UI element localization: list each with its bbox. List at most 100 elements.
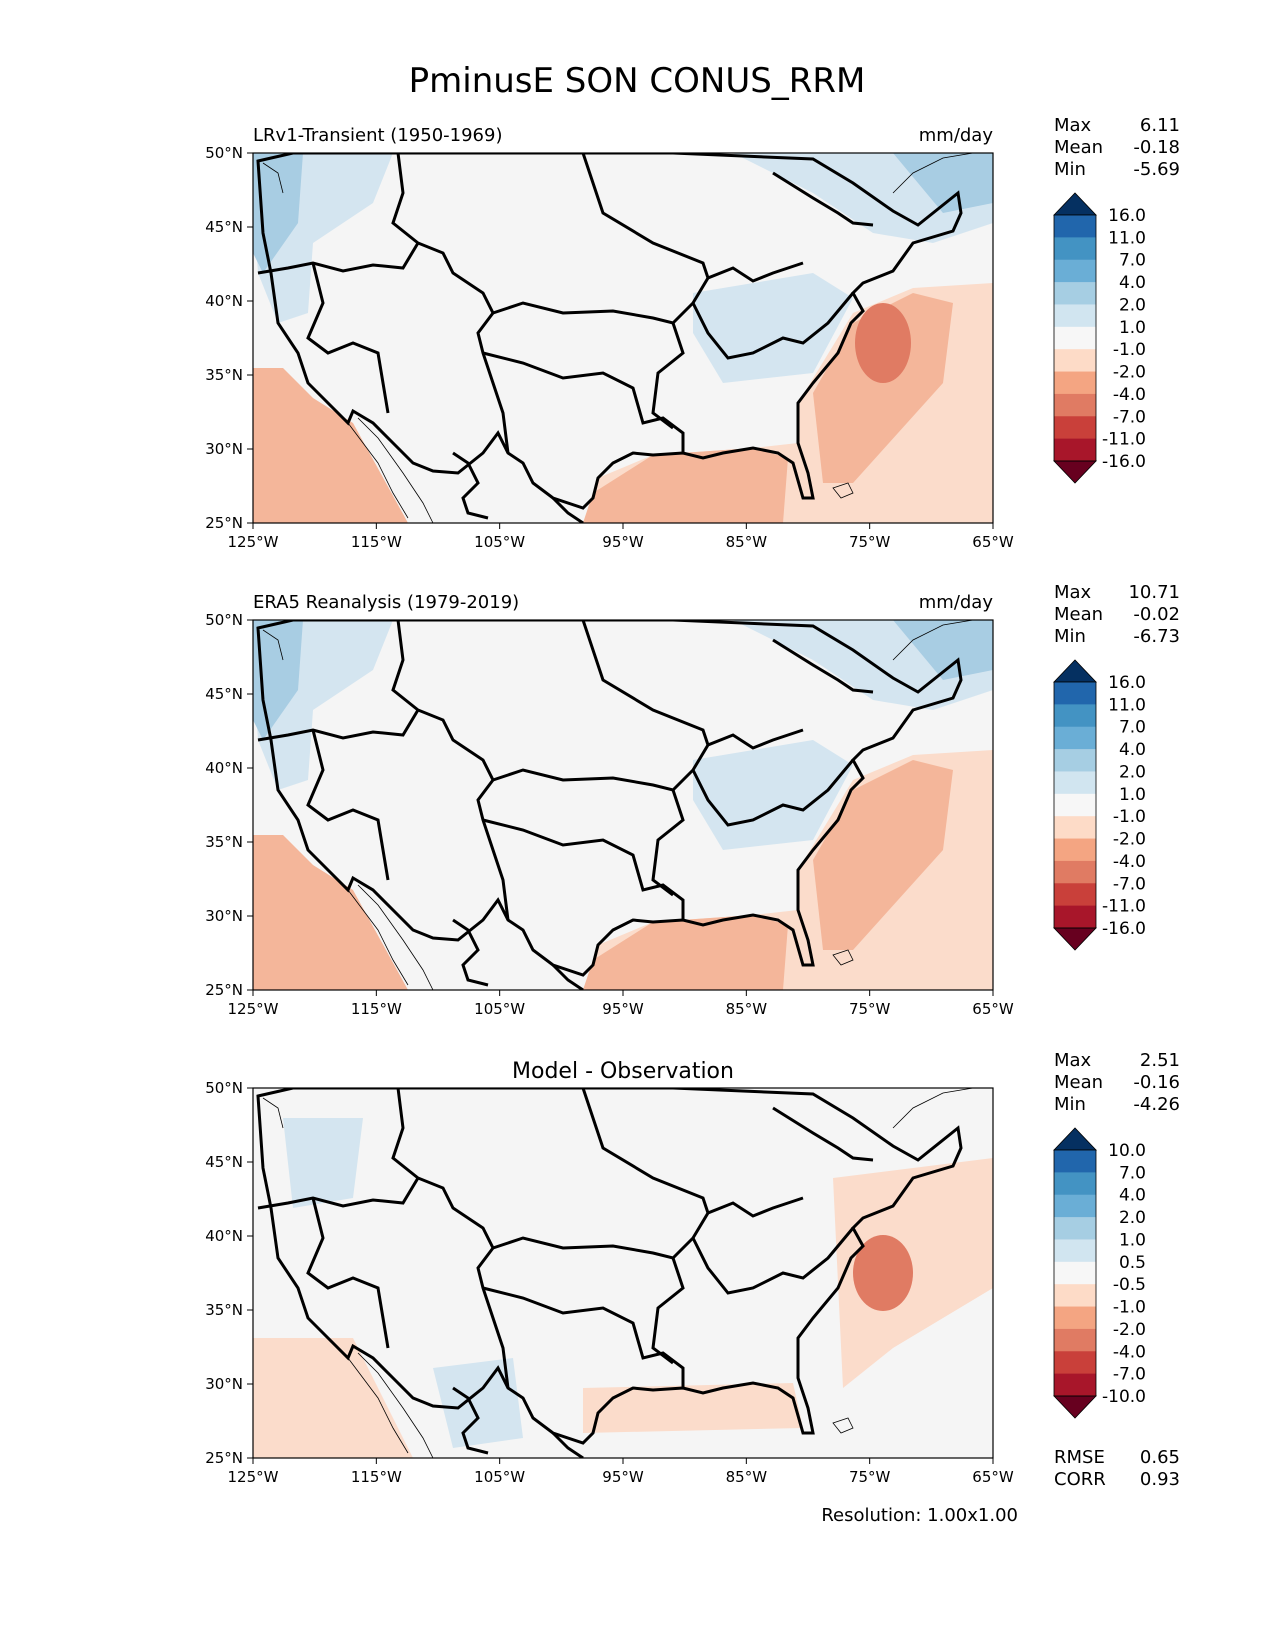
colorbar-label: 1.0 — [1119, 1230, 1146, 1250]
lon-label: 125°W — [228, 1468, 279, 1486]
lon-label: 85°W — [726, 533, 768, 551]
stat-label: Min — [1054, 159, 1086, 180]
colorbar-label: 2.0 — [1119, 1208, 1146, 1228]
colorbar-label: 7.0 — [1119, 718, 1146, 738]
colorbar: 16.011.0 7.04.02.0 1.0-1.0 -2.0-4.0-7.0 -11.… — [1053, 192, 1146, 484]
lon-label: 75°W — [849, 1468, 891, 1486]
colorbar-segment — [1054, 215, 1096, 238]
colorbar-label: 4.0 — [1119, 273, 1146, 293]
lat-label: 25°N — [205, 981, 243, 999]
lon-label: 85°W — [726, 1000, 768, 1018]
colorbar-label: 4.0 — [1119, 1186, 1146, 1206]
colorbar-segment — [1054, 771, 1096, 795]
lon-label: 95°W — [602, 1000, 644, 1018]
lon-label: 115°W — [351, 1468, 402, 1486]
stat-value: -0.18 — [1133, 137, 1180, 158]
colorbar-label: -16.0 — [1102, 919, 1146, 939]
colorbar-segment — [1054, 860, 1096, 884]
stat-label: Mean — [1054, 137, 1103, 158]
lat-label: 50°N — [205, 144, 243, 162]
colorbar-segment — [1054, 704, 1096, 728]
colorbar-label: -2.0 — [1113, 363, 1146, 383]
colorbar-segment — [1054, 1261, 1096, 1285]
resolution-label: Resolution: 1.00x1.00 — [821, 1505, 1018, 1526]
colorbar-label: -1.0 — [1113, 340, 1146, 360]
colorbar-top-arrow — [1053, 659, 1097, 683]
lat-label: 35°N — [205, 833, 243, 851]
panel-title: LRv1-Transient (1950-1969) — [253, 125, 502, 146]
colorbar-label: -16.0 — [1102, 452, 1146, 472]
lat-label: 40°N — [205, 1227, 243, 1245]
colorbar-segment — [1054, 726, 1096, 750]
lon-label: 125°W — [228, 533, 279, 551]
lon-label: 85°W — [726, 1468, 768, 1486]
colorbar-label: 11.0 — [1108, 228, 1146, 248]
lon-label: 65°W — [972, 533, 1014, 551]
colorbar-segment — [1054, 793, 1096, 817]
stat-label: Mean — [1054, 604, 1103, 625]
lat-label: 45°N — [205, 218, 243, 236]
mexico-anomaly — [433, 1358, 523, 1448]
extra-stat-value: 0.65 — [1140, 1447, 1180, 1468]
colorbar-segment — [1054, 237, 1096, 261]
panel-units: mm/day — [919, 125, 994, 146]
colorbar-label: 16.0 — [1108, 673, 1146, 693]
colorbar-top-arrow — [1053, 192, 1097, 216]
colorbar-segment — [1054, 349, 1096, 373]
lat-label: 50°N — [205, 1079, 243, 1097]
colorbar-top-arrow — [1053, 1127, 1097, 1151]
colorbar-label: 1.0 — [1119, 318, 1146, 338]
colorbar-segment — [1054, 438, 1096, 462]
colorbar-segment — [1054, 905, 1096, 929]
lon-label: 65°W — [972, 1000, 1014, 1018]
colorbar-label: -4.0 — [1113, 852, 1146, 872]
pacific-ocean — [253, 835, 408, 990]
lat-label: 30°N — [205, 440, 243, 458]
colorbar-label: 16.0 — [1108, 206, 1146, 226]
colorbar-frame — [1053, 1149, 1097, 1397]
lat-label: 35°N — [205, 366, 243, 384]
colorbar-label: 2.0 — [1119, 295, 1146, 315]
colorbar-segment — [1054, 749, 1096, 772]
colorbar-segment — [1054, 1217, 1096, 1240]
colorbar-bottom-arrow — [1053, 927, 1097, 951]
lon-label: 125°W — [228, 1000, 279, 1018]
map-field — [253, 1088, 993, 1458]
gulf-stream — [813, 293, 953, 483]
colorbar-label: -4.0 — [1113, 385, 1146, 405]
colorbar-segment — [1054, 259, 1096, 283]
colorbar-label: 10.0 — [1108, 1141, 1146, 1161]
colorbar-segment — [1054, 371, 1096, 395]
lon-label: 115°W — [351, 1000, 402, 1018]
colorbar-segment — [1054, 1150, 1096, 1173]
atlantic-core — [853, 1235, 913, 1311]
panel-title: ERA5 Reanalysis (1979-2019) — [253, 592, 519, 613]
lat-label: 30°N — [205, 1375, 243, 1393]
lat-label: 25°N — [205, 1449, 243, 1467]
stat-value: 10.71 — [1128, 582, 1180, 603]
lon-label: 115°W — [351, 533, 402, 551]
colorbar-label: -2.0 — [1113, 830, 1146, 850]
colorbar-segment — [1054, 393, 1096, 417]
colorbar-label: -1.0 — [1113, 1298, 1146, 1318]
stat-label: Max — [1054, 582, 1092, 603]
colorbar-label: 2.0 — [1119, 762, 1146, 782]
panel-title: Model - Observation — [512, 1059, 734, 1084]
colorbar-segment — [1054, 682, 1096, 705]
colorbar-label: 7.0 — [1119, 251, 1146, 271]
stat-label: Min — [1054, 1094, 1086, 1115]
lat-label: 35°N — [205, 1301, 243, 1319]
lon-label: 95°W — [602, 533, 644, 551]
stat-label: Mean — [1054, 1072, 1103, 1093]
colorbar-segment — [1054, 1351, 1096, 1375]
lon-label: 65°W — [972, 1468, 1014, 1486]
stat-value: 6.11 — [1140, 115, 1180, 136]
colorbar-segment — [1054, 1373, 1096, 1397]
gulf-stream-core — [855, 303, 911, 383]
lat-label: 25°N — [205, 514, 243, 532]
colorbar-segment — [1054, 282, 1096, 305]
lat-label: 50°N — [205, 611, 243, 629]
